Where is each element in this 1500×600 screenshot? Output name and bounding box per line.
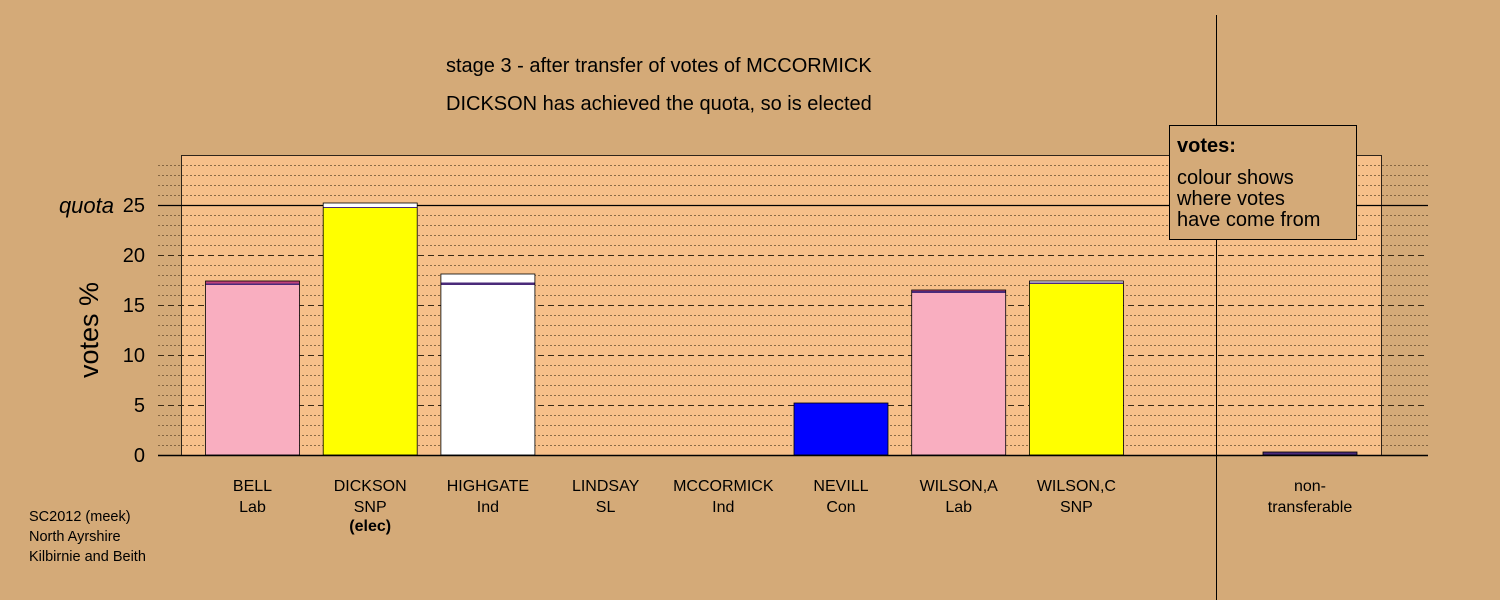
y-tick-label: 25 <box>123 195 145 217</box>
candidate-name-label: WILSON,C <box>1037 478 1116 495</box>
candidate-party-label: SNP <box>354 499 387 516</box>
footer-election: SC2012 (meek) <box>29 509 131 525</box>
bar-segment <box>911 291 1006 293</box>
quota-label: quota <box>59 193 114 218</box>
y-tick-label: 0 <box>134 445 145 467</box>
footer-ward: Kilbirnie and Beith <box>29 549 146 565</box>
footer-info: SC2012 (meek) North Ayrshire Kilbirnie a… <box>29 507 146 567</box>
candidate-party-label: Lab <box>945 499 972 516</box>
bar-segment <box>1263 452 1357 455</box>
bar-segment <box>794 403 888 455</box>
y-tick-label: 5 <box>134 395 145 417</box>
bar-segment <box>205 281 300 284</box>
bar-segment <box>205 285 300 455</box>
bar-segment <box>323 207 418 208</box>
candidate-bar <box>911 289 1007 456</box>
candidate-bar <box>793 402 889 456</box>
candidate-name-label: BELL <box>233 478 272 495</box>
elected-note-label: (elec) <box>349 518 391 535</box>
legend-line: colour shows <box>1177 167 1294 189</box>
bar-segment <box>440 274 535 283</box>
non-transferable-bar <box>1262 451 1358 456</box>
bar-segment <box>440 282 535 285</box>
candidate-name-label: DICKSON <box>334 478 407 495</box>
x-axis-labels: BELL Lab DICKSON SNP (elec) HIGHGATE Ind LINDSA… <box>233 478 1352 535</box>
chart-subtitle: DICKSON has achieved the quota, so is el… <box>446 93 872 115</box>
y-tick-label: 15 <box>123 295 145 317</box>
footer-council: North Ayrshire <box>29 529 121 545</box>
y-tick-label: 20 <box>123 245 145 267</box>
bar-segment <box>1029 282 1124 284</box>
legend-box: votes: colour shows where votes have com… <box>1169 125 1357 240</box>
bar-segment <box>323 203 418 207</box>
bar-segment <box>1029 284 1124 455</box>
candidate-name-label: WILSON,A <box>920 478 999 495</box>
candidate-bar <box>440 273 536 456</box>
bar-segment <box>205 283 300 285</box>
chart-title: stage 3 - after transfer of votes of MCC… <box>446 55 872 77</box>
candidate-party-label: Con <box>826 499 855 516</box>
legend-line: have come from <box>1177 209 1320 231</box>
candidate-bar <box>1029 280 1124 456</box>
candidate-name-label: MCCORMICK <box>673 478 774 495</box>
candidate-name-label: NEVILL <box>813 478 868 495</box>
candidate-bar <box>205 280 300 456</box>
legend-title: votes: <box>1177 135 1236 157</box>
non-transferable-label: non- <box>1294 478 1326 495</box>
bar-segment <box>911 290 1006 291</box>
bar-segment <box>323 208 418 455</box>
legend-line: where votes <box>1176 188 1285 210</box>
candidate-party-label: Lab <box>239 499 266 516</box>
candidate-bar <box>322 202 418 456</box>
bar-segment <box>911 293 1006 455</box>
y-axis-label: votes % <box>74 282 104 378</box>
candidate-party-label: Ind <box>712 499 734 516</box>
candidate-party-label: Ind <box>477 499 499 516</box>
candidate-party-label: SNP <box>1060 499 1093 516</box>
non-transferable-label: transferable <box>1268 499 1353 516</box>
candidate-name-label: LINDSAY <box>572 478 640 495</box>
bar-segment <box>1029 281 1124 283</box>
candidate-name-label: HIGHGATE <box>447 478 529 495</box>
y-tick-label: 10 <box>123 345 145 367</box>
bar-segment <box>440 285 535 455</box>
candidate-party-label: SL <box>596 499 616 516</box>
